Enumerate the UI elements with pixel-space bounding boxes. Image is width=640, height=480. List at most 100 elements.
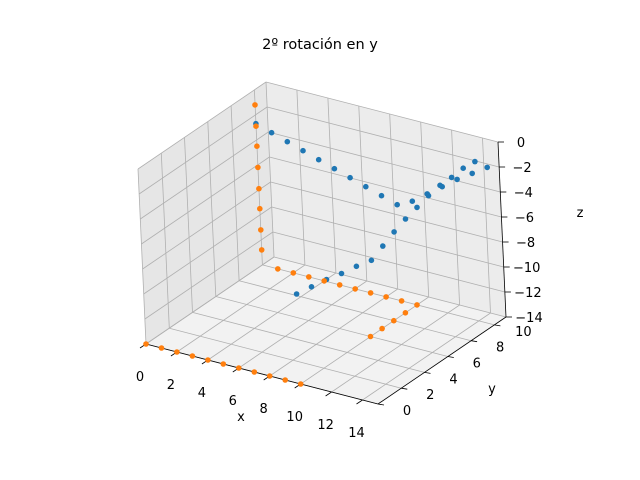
- series-1-point: [378, 192, 385, 199]
- series-1-point: [331, 165, 338, 172]
- z-tick-label: −6: [515, 211, 534, 226]
- series-2-point: [290, 270, 297, 276]
- series-1-point: [484, 164, 491, 171]
- series-2-point: [174, 349, 180, 355]
- series-2-point: [379, 325, 385, 332]
- y-grid-floor: [192, 312, 425, 373]
- x-tick-label: 14: [348, 426, 365, 441]
- series-1-point: [268, 129, 275, 136]
- series-1-point: [284, 138, 291, 145]
- x-tick: [356, 399, 363, 405]
- y-tick-label: 0: [403, 404, 411, 419]
- x-grid-back: [482, 137, 491, 314]
- z-grid-left: [142, 181, 271, 270]
- y-tick: [377, 403, 385, 406]
- series-2-point: [336, 282, 343, 288]
- y-grid-left: [254, 89, 263, 265]
- z-tick-label: −8: [516, 236, 535, 251]
- series-2-point: [402, 310, 409, 316]
- series-1-point: [347, 174, 353, 181]
- series-2-point: [189, 353, 196, 359]
- y-tick: [447, 356, 454, 358]
- y-grid-floor: [262, 264, 495, 326]
- x-grid-floor: [238, 280, 368, 369]
- series-1-point: [437, 182, 443, 189]
- series-2-point: [143, 341, 149, 347]
- y-grid-left: [207, 121, 217, 297]
- z-grid-left: [140, 131, 269, 220]
- series-1-point: [402, 216, 409, 222]
- series-2-point: [367, 290, 374, 296]
- x-tick-label: 12: [317, 418, 334, 433]
- series-2-point: [398, 298, 405, 304]
- series-2-point: [367, 333, 374, 340]
- left-pane: [138, 82, 274, 344]
- z-grid-back: [273, 256, 507, 318]
- series-1-point: [315, 156, 322, 163]
- z-grid-left: [137, 81, 267, 170]
- series-1-point: [394, 201, 401, 208]
- x-axis-label: x: [237, 410, 245, 425]
- series-2-point: [220, 361, 227, 367]
- series-1-point: [300, 147, 306, 154]
- series-1-point: [380, 243, 386, 249]
- series-2-point: [391, 317, 397, 324]
- z-grid-back: [268, 131, 501, 193]
- z-tick-label: −10: [513, 261, 540, 276]
- z-grid-left: [144, 231, 274, 320]
- series-2-point: [258, 247, 265, 253]
- series-1-point: [409, 198, 416, 204]
- x-grid-back: [451, 129, 460, 306]
- y-tick-label: 2: [426, 388, 434, 403]
- x-grid-floor: [207, 272, 337, 361]
- y-grid-left: [230, 105, 240, 281]
- z-axis-line: [497, 141, 507, 318]
- series-1-point: [460, 165, 467, 171]
- series-1-point: [472, 158, 478, 165]
- x-tick-label: 10: [286, 410, 303, 425]
- x-grid-floor: [331, 304, 460, 393]
- series-2-point: [266, 373, 273, 379]
- z-grid-left: [141, 156, 270, 245]
- series-2-point: [255, 164, 261, 171]
- x-tick: [325, 391, 332, 397]
- y-tick: [401, 387, 408, 390]
- series-2-point: [282, 377, 289, 383]
- x-grid-back: [265, 81, 275, 258]
- series-1-point: [293, 291, 300, 297]
- x-tick-label: 0: [136, 370, 144, 385]
- x-tick-label: 6: [229, 394, 237, 409]
- x-grid-back: [389, 113, 399, 290]
- x-grid-back: [420, 121, 430, 298]
- x-grid-back: [327, 97, 337, 274]
- z-grid-left: [145, 256, 275, 345]
- series-2-point: [306, 274, 312, 280]
- x-grid-back: [296, 89, 306, 266]
- series-1-point: [454, 176, 460, 183]
- x-grid-floor: [269, 288, 398, 377]
- z-grid-back: [265, 81, 499, 143]
- x-tick-label: 8: [260, 402, 268, 417]
- series-2-point: [383, 294, 389, 300]
- series-1-point: [448, 174, 455, 181]
- y-grid-floor: [215, 296, 448, 357]
- series-2-point: [321, 278, 328, 284]
- y-grid-left: [184, 137, 193, 313]
- series-1-point: [425, 192, 432, 199]
- chart-title: 2º rotación en y: [262, 37, 378, 53]
- series-2-point: [205, 357, 211, 363]
- series-2-point: [158, 345, 165, 351]
- series-1-point: [414, 204, 420, 211]
- z-grid-back: [269, 156, 502, 218]
- series-1-point: [353, 263, 360, 270]
- y-grid-left: [160, 153, 170, 329]
- series-2-point: [275, 266, 281, 272]
- y-grid-floor: [169, 327, 402, 389]
- series-2-point: [253, 123, 259, 129]
- series-2-point: [297, 381, 304, 387]
- series-1-point: [469, 170, 476, 177]
- z-grid-left: [143, 206, 272, 295]
- series-2-point: [258, 227, 264, 233]
- data-points: [143, 102, 491, 387]
